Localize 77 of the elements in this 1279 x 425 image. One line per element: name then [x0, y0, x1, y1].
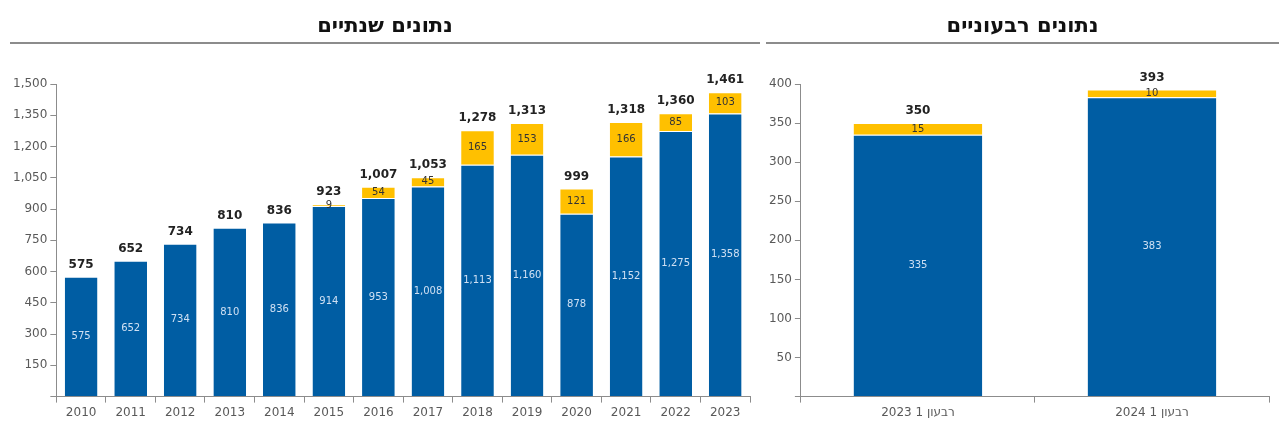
x-tick-label: 2019: [511, 404, 543, 419]
x-tick-label: 2014: [264, 404, 295, 419]
y-tick-label: 150: [24, 357, 48, 372]
data-label: 165: [467, 141, 488, 153]
total-label: 836: [266, 202, 292, 217]
data-label: 1,008: [413, 284, 443, 296]
chart-title: נתונים רבעוניים: [766, 0, 1279, 44]
data-label: 575: [71, 330, 91, 342]
y-tick-label: 50: [776, 349, 792, 364]
total-label: 999: [564, 168, 590, 183]
data-label: 836: [269, 302, 289, 314]
y-tick-label: 150: [769, 271, 792, 286]
x-tick-label: רבעון 1 2023: [881, 404, 955, 419]
y-tick-label: 1,500: [12, 76, 48, 91]
x-tick-label: 2011: [115, 404, 146, 419]
data-label: 878: [567, 298, 587, 310]
y-tick-label: 1,200: [12, 138, 48, 153]
data-label: 914: [319, 294, 339, 306]
y-tick-label: 200: [769, 232, 792, 247]
total-label: 923: [316, 184, 342, 199]
x-tick-label: 2016: [363, 404, 394, 419]
y-tick-label: 400: [769, 76, 792, 91]
total-label: 652: [118, 240, 144, 255]
total-label: 1,318: [607, 102, 646, 117]
x-tick-label: רבעון 1 2024: [1115, 404, 1189, 419]
total-label: 1,313: [508, 103, 547, 118]
data-label: 15: [911, 122, 925, 134]
x-tick-label: 2017: [412, 404, 444, 419]
data-label: 103: [715, 96, 735, 108]
data-label: 1,152: [611, 269, 641, 281]
x-tick-label: 2012: [164, 404, 196, 419]
y-tick-label: 300: [769, 154, 792, 169]
y-tick-label: 600: [24, 263, 48, 278]
total-label: 350: [905, 103, 931, 118]
y-tick-label: 750: [24, 232, 48, 247]
total-label: 1,053: [408, 157, 447, 172]
data-label: 85: [669, 115, 683, 127]
chart-title: נתונים שנתיים: [10, 0, 760, 44]
y-tick-label: 300: [24, 326, 48, 341]
data-label: 121: [567, 194, 587, 206]
y-tick-label: 1,050: [12, 169, 48, 184]
data-label: 734: [170, 313, 190, 325]
data-label: 383: [1142, 240, 1162, 252]
data-label: 1,113: [463, 273, 492, 285]
x-tick-label: 2013: [214, 404, 246, 419]
total-label: 575: [68, 256, 94, 271]
data-label: 153: [517, 132, 537, 144]
data-label: 166: [616, 132, 636, 144]
x-tick-label: 2023: [709, 404, 741, 419]
total-label: 1,360: [656, 93, 695, 108]
data-label: 1,358: [710, 248, 740, 260]
data-label: 54: [372, 185, 385, 197]
data-label: 1,160: [512, 269, 542, 281]
total-label: 393: [1139, 69, 1165, 84]
y-tick-label: 350: [769, 115, 792, 130]
x-tick-label: 2020: [561, 404, 592, 419]
total-label: 1,007: [359, 166, 398, 181]
data-label: 45: [421, 175, 435, 187]
x-tick-label: 2022: [660, 404, 691, 419]
data-label: 335: [908, 259, 928, 271]
y-tick-label: 450: [24, 294, 48, 309]
y-tick-label: 1,350: [12, 107, 48, 122]
total-label: 734: [167, 223, 193, 238]
total-label: 1,278: [458, 110, 497, 125]
x-tick-label: 2021: [610, 404, 642, 419]
x-tick-label: 2010: [65, 404, 97, 419]
x-tick-label: 2015: [313, 404, 345, 419]
y-tick-label: 100: [769, 310, 792, 325]
total-label: 1,461: [706, 72, 745, 87]
y-tick-label: 250: [769, 193, 792, 208]
total-label: 810: [217, 207, 243, 222]
data-label: 810: [220, 305, 240, 317]
data-label: 1,275: [661, 257, 690, 269]
data-label: 953: [368, 290, 388, 302]
x-tick-label: 2018: [462, 404, 493, 419]
data-label: 652: [121, 322, 141, 334]
y-tick-label: 900: [24, 201, 48, 216]
